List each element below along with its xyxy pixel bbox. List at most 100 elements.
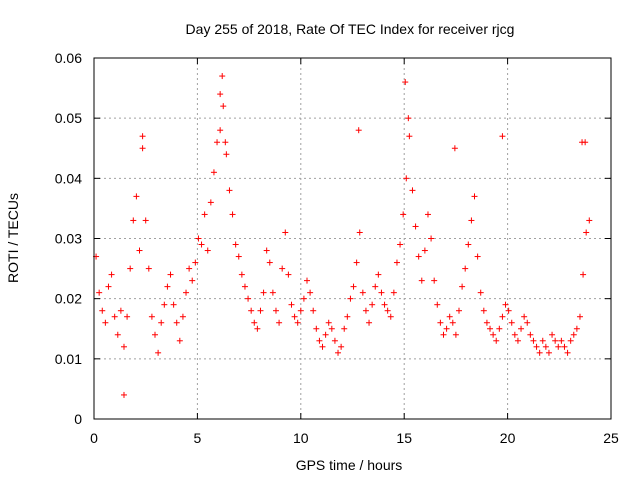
data-point-0-92 <box>378 289 385 296</box>
data-point-0-36 <box>204 247 211 254</box>
data-point-0-12 <box>130 217 137 224</box>
data-point-0-120 <box>465 241 472 248</box>
data-point-0-116 <box>452 331 459 338</box>
y-axis-label: ROTI / TECUs <box>5 193 21 283</box>
chart-title: Day 255 of 2018, Rate Of TEC Index for r… <box>186 21 515 37</box>
data-point-0-91 <box>375 271 382 278</box>
data-point-0-72 <box>316 337 323 344</box>
tick-layer <box>93 57 612 420</box>
data-point-0-40 <box>217 127 224 134</box>
data-point-0-58 <box>272 307 279 314</box>
data-point-0-137 <box>518 325 525 332</box>
y-tick-label-1: 0.01 <box>55 351 82 367</box>
data-point-0-164 <box>222 139 229 146</box>
data-point-0-150 <box>558 337 565 344</box>
data-point-0-25 <box>170 301 177 308</box>
data-point-0-117 <box>456 307 463 314</box>
data-point-0-140 <box>527 331 534 338</box>
data-point-0-109 <box>431 277 438 284</box>
data-point-0-63 <box>288 301 295 308</box>
data-point-0-160 <box>120 391 127 398</box>
data-point-0-71 <box>313 325 320 332</box>
data-point-0-44 <box>229 211 236 218</box>
data-point-0-47 <box>238 271 245 278</box>
data-point-0-50 <box>248 307 255 314</box>
data-point-0-119 <box>462 265 469 272</box>
data-point-0-105 <box>418 277 425 284</box>
data-point-0-67 <box>300 295 307 302</box>
data-point-0-158 <box>583 229 590 236</box>
data-point-0-83 <box>350 283 357 290</box>
data-point-0-46 <box>235 253 242 260</box>
data-point-0-113 <box>443 325 450 332</box>
data-point-0-43 <box>226 187 233 194</box>
data-point-0-144 <box>539 337 546 344</box>
x-tick-label-4: 20 <box>500 430 516 446</box>
data-point-0-157 <box>580 271 587 278</box>
grid-layer <box>94 58 611 419</box>
data-point-0-118 <box>459 283 466 290</box>
data-point-0-66 <box>297 307 304 314</box>
data-point-0-56 <box>266 259 273 266</box>
data-point-0-108 <box>428 235 435 242</box>
data-point-0-90 <box>372 283 379 290</box>
data-point-0-161 <box>139 133 146 140</box>
data-point-0-124 <box>477 289 484 296</box>
data-point-0-35 <box>201 211 208 218</box>
data-point-0-162 <box>217 91 224 98</box>
data-point-0-21 <box>158 319 165 326</box>
data-point-0-62 <box>285 271 292 278</box>
data-point-0-153 <box>567 337 574 344</box>
data-point-0-86 <box>359 289 366 296</box>
data-point-0-132 <box>502 301 509 308</box>
x-tick-label-1: 5 <box>194 430 202 446</box>
data-point-0-29 <box>183 289 190 296</box>
data-point-0-76 <box>328 325 335 332</box>
data-point-0-17 <box>145 265 152 272</box>
data-point-0-77 <box>331 337 338 344</box>
data-point-0-99 <box>400 211 407 218</box>
data-point-0-167 <box>405 115 412 122</box>
y-tick-label-2: 0.02 <box>55 291 82 307</box>
x-tick-label-3: 15 <box>396 430 412 446</box>
data-point-0-70 <box>310 307 317 314</box>
data-point-0-3 <box>102 319 109 326</box>
data-point-0-42 <box>223 151 230 158</box>
y-tick-label-3: 0.03 <box>55 231 82 247</box>
data-point-0-13 <box>133 193 140 200</box>
data-point-0-5 <box>108 271 115 278</box>
data-point-0-34 <box>198 241 205 248</box>
data-point-0-81 <box>344 313 351 320</box>
data-point-0-65 <box>294 319 301 326</box>
data-point-0-1 <box>96 289 103 296</box>
x-axis-label: GPS time / hours <box>296 457 403 473</box>
data-point-0-143 <box>536 349 543 356</box>
data-point-0-135 <box>511 331 518 338</box>
data-point-0-11 <box>127 265 134 272</box>
data-point-0-129 <box>493 337 500 344</box>
data-point-0-101 <box>406 133 413 140</box>
data-point-0-68 <box>304 277 311 284</box>
data-point-0-165 <box>355 127 362 134</box>
data-point-0-139 <box>524 319 531 326</box>
data-point-0-39 <box>214 139 221 146</box>
data-point-0-4 <box>105 283 112 290</box>
data-point-0-8 <box>117 307 124 314</box>
data-point-0-93 <box>381 301 388 308</box>
y-tick-label-5: 0.05 <box>55 110 82 126</box>
data-point-0-14 <box>136 247 143 254</box>
data-point-0-75 <box>325 319 332 326</box>
data-point-0-51 <box>251 319 258 326</box>
data-point-0-84 <box>353 259 360 266</box>
data-point-0-123 <box>474 253 481 260</box>
data-point-0-85 <box>356 229 363 236</box>
data-point-0-74 <box>322 331 329 338</box>
data-point-0-28 <box>179 313 186 320</box>
data-point-0-24 <box>167 271 174 278</box>
data-point-0-87 <box>362 307 369 314</box>
data-point-0-94 <box>384 307 391 314</box>
data-point-0-145 <box>542 343 549 350</box>
data-point-0-15 <box>139 145 146 152</box>
data-point-0-33 <box>195 235 202 242</box>
data-point-0-64 <box>291 313 298 320</box>
